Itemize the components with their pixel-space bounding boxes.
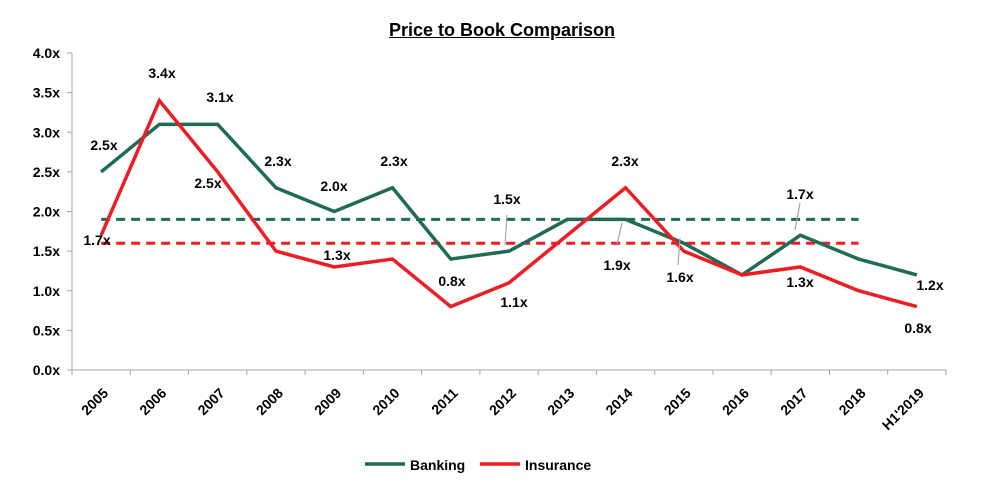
data-label: 2.3x [264, 153, 291, 169]
data-label: 1.3x [786, 274, 813, 290]
data-label: 2.0x [320, 178, 347, 194]
x-tick-label: 2007 [194, 385, 227, 418]
chart-title: Price to Book Comparison [388, 20, 616, 40]
insurance-line [99, 97, 918, 309]
x-tick-label: 2011 [428, 385, 461, 418]
data-label: 1.3x [323, 247, 350, 263]
data-label: 1.1x [500, 294, 527, 310]
y-tick-label: 3.0x [33, 124, 60, 140]
y-tick-label: 0.0x [33, 362, 60, 378]
x-tick-label: 2014 [602, 385, 635, 418]
x-tick-label: 2017 [777, 385, 810, 418]
label-leader-line [677, 237, 681, 266]
x-tick-label: 2012 [486, 385, 519, 418]
legend-label-insurance: Insurance [525, 457, 591, 473]
label-leader-line [504, 214, 508, 246]
x-tick-label: 2006 [136, 385, 169, 418]
x-tick-label: H1'2019 [879, 385, 927, 433]
data-label: 2.3x [380, 153, 407, 169]
data-label: 1.5x [493, 191, 520, 207]
x-tick-label: 2018 [835, 385, 868, 418]
x-tick-label: 2010 [369, 385, 402, 418]
x-tick-label: 2005 [78, 385, 111, 418]
y-tick-label: 2.0x [33, 204, 60, 220]
banking-line [100, 122, 918, 277]
data-label: 1.2x [916, 277, 943, 293]
data-label: 2.3x [611, 153, 638, 169]
y-tick-label: 0.5x [33, 322, 60, 338]
x-tick-label: 2015 [661, 385, 694, 418]
y-tick-label: 1.0x [33, 283, 60, 299]
data-label: 2.5x [194, 175, 221, 191]
data-label: 1.7x [83, 232, 110, 248]
x-tick-label: 2016 [719, 385, 752, 418]
x-tick-label: 2009 [311, 385, 344, 418]
x-tick-label: 2013 [544, 385, 577, 418]
data-label: 1.6x [666, 269, 693, 285]
data-label: 1.9x [603, 257, 630, 273]
x-tick-label: 2008 [253, 385, 286, 418]
legend-label-banking: Banking [410, 457, 465, 473]
data-label: 2.5x [90, 137, 117, 153]
data-label: 0.8x [904, 320, 931, 336]
y-tick-label: 3.5x [33, 85, 60, 101]
y-tick-label: 1.5x [33, 243, 60, 259]
data-label: 0.8x [438, 273, 465, 289]
y-tick-label: 4.0x [33, 45, 60, 61]
y-tick-label: 2.5x [33, 164, 60, 180]
data-label: 1.7x [786, 186, 813, 202]
data-label: 3.1x [206, 89, 233, 105]
label-leader-line [616, 222, 623, 245]
data-label: 3.4x [148, 65, 175, 81]
label-leader-line [794, 202, 801, 231]
